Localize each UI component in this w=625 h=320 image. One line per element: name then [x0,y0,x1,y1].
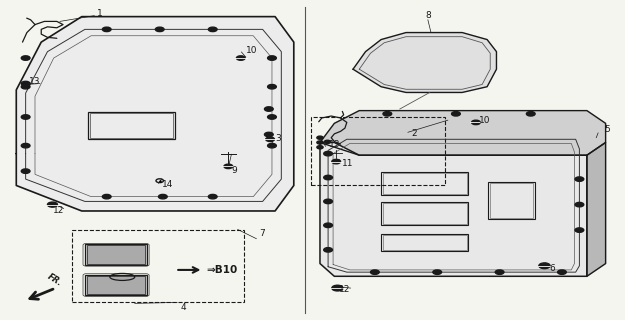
Circle shape [21,84,30,89]
Bar [311,117,445,186]
Bar [488,182,535,219]
Bar [383,173,466,194]
Text: 10: 10 [479,116,491,125]
Circle shape [324,199,332,204]
Circle shape [324,175,332,180]
Bar [85,275,148,295]
Circle shape [317,146,323,149]
Text: 6: 6 [549,264,555,274]
Bar [88,112,175,139]
Circle shape [21,115,30,119]
Bar [90,113,173,138]
Polygon shape [320,142,587,276]
Circle shape [324,223,332,228]
Circle shape [575,202,584,207]
Circle shape [102,27,111,32]
Bar [383,235,466,251]
Text: 13: 13 [329,140,340,149]
Circle shape [156,27,164,32]
Circle shape [208,195,217,199]
Circle shape [575,228,584,232]
Circle shape [21,81,30,86]
Circle shape [268,115,276,119]
Circle shape [21,143,30,148]
Bar [381,202,468,225]
Bar [85,244,148,265]
Circle shape [324,140,331,143]
Bar [381,234,468,252]
Circle shape [324,151,332,156]
Polygon shape [353,33,496,92]
Circle shape [236,56,245,60]
Text: 11: 11 [342,159,354,168]
Text: 14: 14 [162,180,173,189]
Text: 1: 1 [98,9,103,18]
Text: 12: 12 [339,285,351,294]
Circle shape [264,107,273,111]
Bar [72,230,244,302]
Bar [87,276,146,294]
Circle shape [383,112,392,116]
Circle shape [208,27,217,32]
Text: 8: 8 [425,11,431,20]
Text: 7: 7 [259,229,265,238]
Circle shape [495,270,504,274]
Circle shape [224,164,232,169]
Circle shape [21,56,30,60]
Circle shape [264,132,273,137]
Text: 5: 5 [604,125,610,134]
Text: ⇒B10: ⇒B10 [206,265,238,275]
Circle shape [539,263,550,269]
Polygon shape [587,142,606,276]
Circle shape [268,56,276,60]
Bar [381,172,468,195]
Circle shape [371,270,379,274]
Polygon shape [16,17,294,211]
Circle shape [433,270,442,274]
Circle shape [266,137,274,141]
Circle shape [159,195,168,199]
Circle shape [558,270,566,274]
Bar [490,183,533,218]
Circle shape [452,112,460,116]
Text: 2: 2 [411,129,417,138]
Text: 9: 9 [231,166,237,175]
Bar [383,203,466,224]
Text: 4: 4 [180,303,186,312]
Text: 10: 10 [246,45,258,55]
Circle shape [317,141,323,144]
Text: FR.: FR. [46,272,64,287]
Circle shape [526,112,535,116]
Circle shape [102,195,111,199]
Polygon shape [320,111,606,155]
Circle shape [268,84,276,89]
Circle shape [268,143,276,148]
Text: 3: 3 [275,134,281,143]
Bar [87,245,146,264]
Circle shape [575,177,584,181]
Circle shape [471,120,480,124]
Circle shape [332,159,341,164]
Text: 13: 13 [29,77,40,86]
Circle shape [324,248,332,252]
Circle shape [21,169,30,173]
Text: 12: 12 [52,205,64,214]
Circle shape [332,285,343,291]
Circle shape [48,202,58,207]
Circle shape [317,136,323,139]
